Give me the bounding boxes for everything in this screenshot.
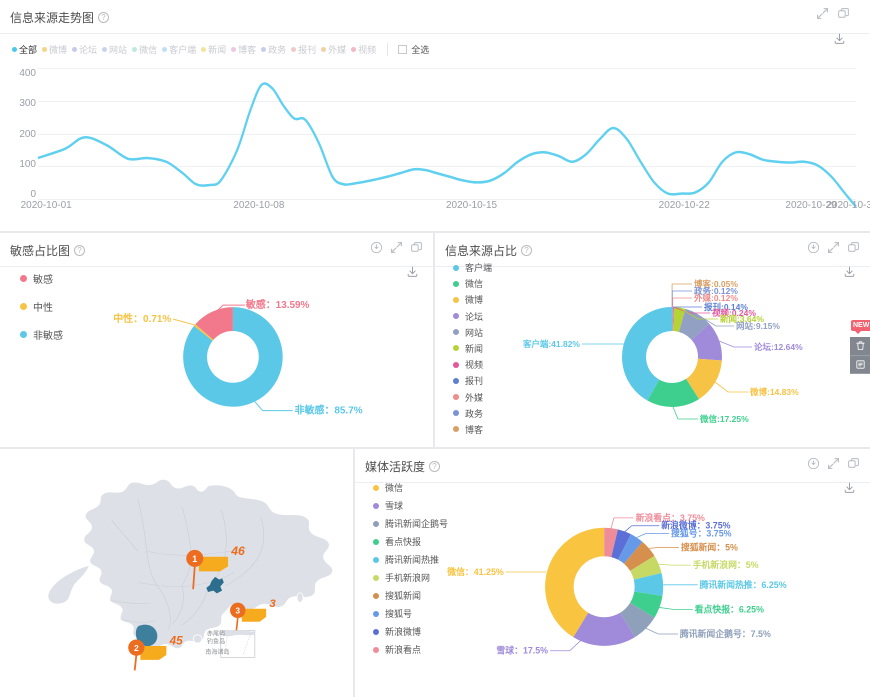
svg-text:3: 3 — [269, 598, 276, 610]
svg-text:手机新浪网：5%: 手机新浪网：5% — [693, 559, 759, 570]
svg-text:南海诸岛: 南海诸岛 — [205, 648, 229, 656]
svg-text:2: 2 — [134, 643, 139, 653]
svg-text:搜狐号：3.75%: 搜狐号：3.75% — [671, 528, 732, 539]
svg-text:非敏感：85.7%: 非敏感：85.7% — [295, 404, 363, 417]
svg-text:1: 1 — [192, 554, 197, 564]
svg-text:微信：41.25%: 微信：41.25% — [446, 566, 504, 577]
svg-text:中性：0.71%: 中性：0.71% — [113, 312, 171, 325]
svg-text:微博:14.83%: 微博:14.83% — [749, 387, 799, 397]
svg-text:论坛:12.64%: 论坛:12.64% — [754, 342, 803, 352]
svg-text:客户端:41.82%: 客户端:41.82% — [522, 339, 581, 349]
svg-text:赤尾屿: 赤尾屿 — [207, 629, 225, 637]
svg-text:微信:17.25%: 微信:17.25% — [699, 414, 749, 424]
svg-text:雪球：17.5%: 雪球：17.5% — [496, 645, 548, 656]
svg-text:腾讯新闻热推：6.25%: 腾讯新闻热推：6.25% — [699, 579, 787, 590]
svg-text:腾讯新闻企鹅号：7.5%: 腾讯新闻企鹅号：7.5% — [679, 628, 771, 639]
svg-text:敏感：13.59%: 敏感：13.59% — [245, 298, 310, 311]
svg-text:45: 45 — [169, 634, 184, 647]
svg-text:46: 46 — [230, 544, 245, 558]
svg-text:搜狐新闻：5%: 搜狐新闻：5% — [681, 541, 738, 552]
svg-text:网站:9.15%: 网站:9.15% — [736, 321, 780, 331]
svg-text:3: 3 — [236, 607, 241, 616]
svg-text:看点快报：6.25%: 看点快报：6.25% — [695, 603, 764, 614]
svg-text:钓鱼岛: 钓鱼岛 — [207, 638, 225, 646]
